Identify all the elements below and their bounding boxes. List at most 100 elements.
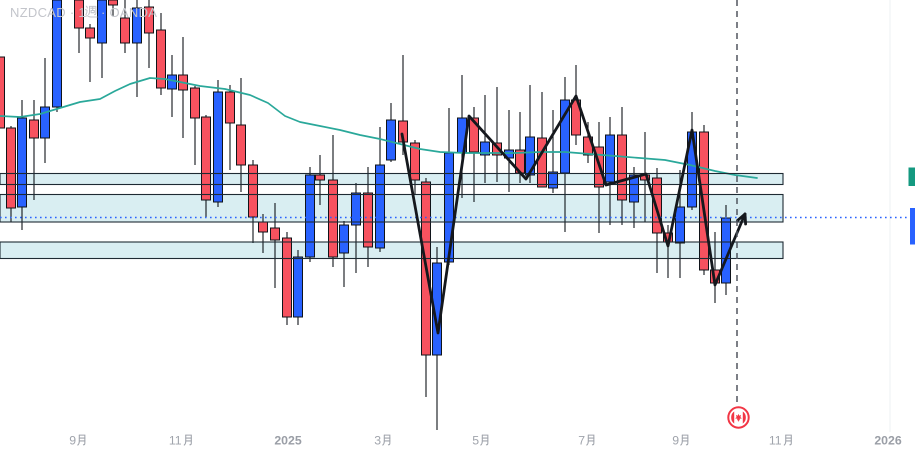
candle-body-down: [74, 0, 84, 29]
candle-body-down: [0, 56, 5, 129]
month-kanji-glyph: [680, 434, 689, 446]
candle-body-down: [225, 91, 235, 124]
candle: [40, 58, 50, 163]
candle: [432, 247, 442, 430]
candle-body-up: [375, 164, 385, 249]
candle-body-down: [190, 87, 200, 119]
candle: [410, 140, 420, 195]
candle-body-up: [675, 206, 685, 244]
candle: [52, 0, 62, 112]
candle-body-down: [699, 131, 709, 271]
week-kanji-glyph: [84, 5, 98, 18]
time-axis-label[interactable]: 9: [672, 434, 679, 448]
candle: [492, 87, 502, 182]
time-axis-label-year[interactable]: 2025: [274, 434, 302, 448]
supply-demand-zone-border[interactable]: [0, 172, 784, 186]
time-axis-label[interactable]: 11: [769, 434, 782, 448]
time-axis-label-year[interactable]: 2026: [874, 434, 902, 448]
candle: [74, 0, 84, 53]
trendline-path[interactable]: [400, 94, 747, 335]
supply-demand-zone-border[interactable]: [0, 193, 784, 223]
month-kanji-glyph: [77, 434, 86, 446]
candle-body-up: [40, 106, 50, 139]
candle: [315, 155, 325, 205]
candle: [328, 135, 338, 267]
candle: [132, 0, 142, 97]
candle: [108, 0, 118, 16]
candle-body-down: [236, 124, 246, 166]
trendline-drawing[interactable]: [400, 94, 748, 335]
month-kanji-glyph: [586, 434, 595, 446]
supply-demand-zone-fill[interactable]: [0, 173, 783, 185]
candle-body-down: [363, 192, 373, 248]
candle-body-up: [351, 192, 361, 226]
candle: [293, 250, 303, 325]
candle-body-down: [328, 179, 338, 258]
candle-body-down: [201, 116, 211, 201]
candle-body-up: [444, 152, 454, 263]
candle-body-down: [258, 221, 268, 233]
candle-body-down: [29, 119, 39, 139]
month-kanji-glyph: [183, 434, 192, 446]
candle-body-up: [167, 74, 177, 90]
candle: [167, 55, 177, 117]
candle: [699, 125, 709, 275]
supply-demand-zone-border[interactable]: [0, 241, 784, 260]
candle: [97, 0, 107, 78]
candle: [375, 127, 385, 252]
month-kanji-glyph: [480, 434, 489, 446]
trendline-arrowhead: [736, 212, 747, 222]
candle: [687, 112, 697, 210]
candle: [363, 167, 373, 267]
canada-flag-icon: [731, 410, 746, 425]
candle: [351, 183, 361, 273]
candle: [144, 0, 154, 68]
time-axis-label[interactable]: 9: [69, 434, 76, 448]
candle-body-down: [120, 17, 130, 44]
candle: [386, 103, 396, 162]
candle: [17, 100, 27, 230]
candle: [282, 232, 292, 325]
candle-body-up: [97, 0, 107, 44]
supply-demand-zone-fill[interactable]: [0, 242, 783, 259]
candle: [537, 92, 547, 188]
canada-flag-marker[interactable]: [727, 406, 750, 429]
candle-body-down: [270, 227, 280, 241]
candle-body-down: [617, 134, 627, 201]
candle-body-down: [85, 27, 95, 39]
zone-borders: [0, 172, 784, 260]
maple-leaf-icon: [735, 413, 742, 421]
candle: [225, 85, 235, 170]
time-axis-label[interactable]: 5: [472, 434, 479, 448]
candle-body-down: [469, 117, 479, 153]
candle-body-up: [386, 119, 396, 161]
candle: [339, 221, 349, 287]
candle-body-down: [410, 142, 420, 181]
candle-body-down: [248, 164, 258, 218]
month-kanji-glyph: [382, 434, 391, 446]
time-axis[interactable]: 9 11 2025 3 5 7 9 11 2026: [69, 434, 902, 448]
symbol-title: NZDCAD · 1 · OANDA: [10, 5, 157, 20]
time-axis-label[interactable]: 3: [374, 434, 381, 448]
candle: [617, 107, 627, 225]
zone-fills: [0, 173, 783, 259]
candle-body-down: [6, 127, 16, 209]
candle: [480, 95, 490, 183]
candle: [178, 37, 188, 138]
price-axis-mark: [910, 208, 915, 245]
candle-body-down: [156, 29, 166, 89]
candle: [605, 117, 615, 225]
candle: [213, 80, 223, 207]
candle-body-up: [305, 174, 315, 258]
candle-body-up: [52, 0, 62, 108]
time-axis-label[interactable]: 11: [169, 434, 182, 448]
candle-body-up: [213, 91, 223, 203]
candle-body-up: [548, 171, 558, 189]
candle: [156, 13, 166, 95]
candle-body-down: [144, 6, 154, 34]
candle-body-up: [293, 256, 303, 318]
candle: [85, 24, 95, 82]
time-axis-label[interactable]: 7: [578, 434, 585, 448]
